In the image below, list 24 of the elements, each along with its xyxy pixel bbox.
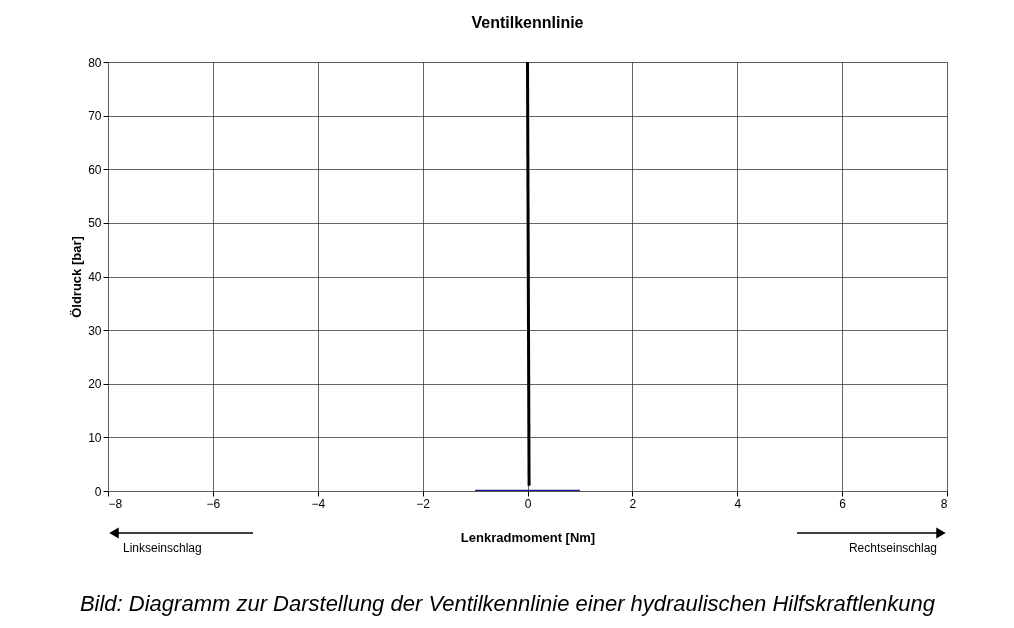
y-tick-label: 80 xyxy=(88,55,102,70)
x-tick-label: −4 xyxy=(311,496,326,511)
x-tick-label: −8 xyxy=(108,496,123,511)
x-tick-label: −2 xyxy=(416,496,431,511)
y-tick-label: 0 xyxy=(94,484,102,499)
x-tick-label: 6 xyxy=(839,496,847,511)
text: Linkseinschlag xyxy=(123,541,202,555)
text: Bild: Diagramm zur Darstellung der Ventilkennlinie einer hydraulischen Hilfskraftlenkung xyxy=(79,591,936,616)
y-tick-label: 60 xyxy=(88,162,102,177)
x-tick-label: 4 xyxy=(734,496,742,511)
y-tick-label: 10 xyxy=(88,430,102,445)
y-tick-label: 70 xyxy=(88,109,102,124)
x-tick-label: 8 xyxy=(940,496,948,511)
y-tick-label: 30 xyxy=(88,323,102,338)
y-tick-label: 40 xyxy=(88,270,102,284)
y-axis-title: Öldruck [bar] xyxy=(69,236,85,318)
x-tick-label: 0 xyxy=(524,496,532,511)
text: Rechtseinschlag xyxy=(848,541,937,555)
x-tick-label: 2 xyxy=(629,496,637,511)
x-axis-title: Lenkradmoment [Nm] xyxy=(460,529,596,545)
y-tick-label: 50 xyxy=(88,216,102,231)
chart-title: Ventilkennlinie xyxy=(471,14,584,31)
y-tick-label: 20 xyxy=(88,377,102,392)
x-tick-label: −6 xyxy=(206,496,221,511)
